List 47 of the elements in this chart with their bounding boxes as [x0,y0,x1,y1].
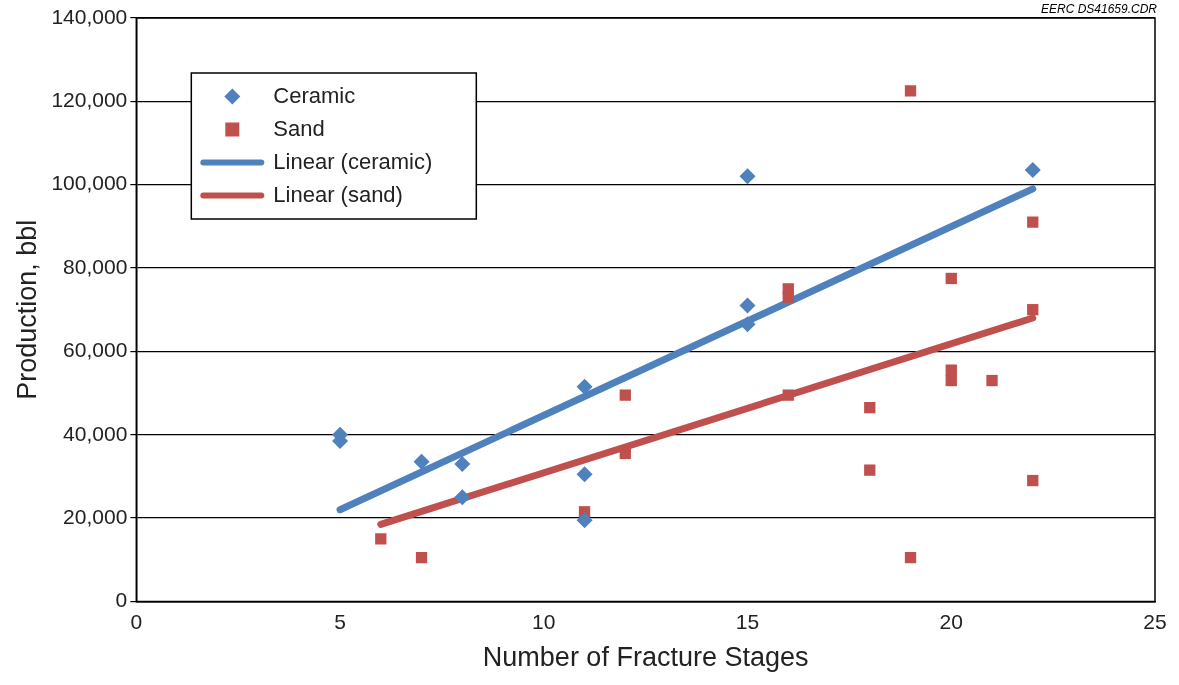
point [576,466,593,483]
point [619,389,631,401]
point [782,291,794,303]
point [945,374,957,387]
text: EERC DS41659.CDR [1040,2,1157,16]
point [1027,304,1039,316]
y-tick-label: 140,000 [51,4,128,28]
point [454,489,471,506]
y-tick-label: 40,000 [63,421,128,445]
x-tick-label: 15 [735,609,760,633]
point [619,447,631,460]
x-tick-label: 10 [532,609,556,633]
point [739,168,756,185]
point [415,551,428,564]
legend-label: Linear (sand) [273,181,403,207]
point [945,272,957,285]
x-tick-label: 0 [130,609,143,633]
legend-label: Linear (ceramic) [273,148,433,174]
point [454,455,471,472]
y-tick-label: 20,000 [63,504,128,528]
point [986,374,998,387]
point [1027,216,1039,228]
x-tick-label: 5 [334,609,346,633]
x-tick-label: 25 [1143,609,1167,633]
y-tick-label: 120,000 [51,88,128,112]
legend-label: Sand [273,115,325,141]
point [904,85,917,97]
y-tick-label: 100,000 [51,171,128,195]
point [904,551,917,564]
x-axis-title: Number of Fracture Stages [482,642,809,673]
point [576,378,593,395]
point [864,401,876,414]
point [945,364,957,376]
y-axis-title: Production, bbl [11,219,42,400]
point [1024,162,1041,179]
point [782,389,794,401]
legend-label: Ceramic [273,82,356,108]
point [576,512,593,529]
x-tick-label: 20 [939,609,963,633]
y-tick-label: 80,000 [63,254,128,278]
point [413,453,430,470]
point [739,297,756,314]
point [864,464,876,476]
point [1027,474,1039,487]
y-tick-label: 60,000 [63,338,128,362]
y-tick-label: 0 [115,588,128,612]
point [375,533,387,545]
